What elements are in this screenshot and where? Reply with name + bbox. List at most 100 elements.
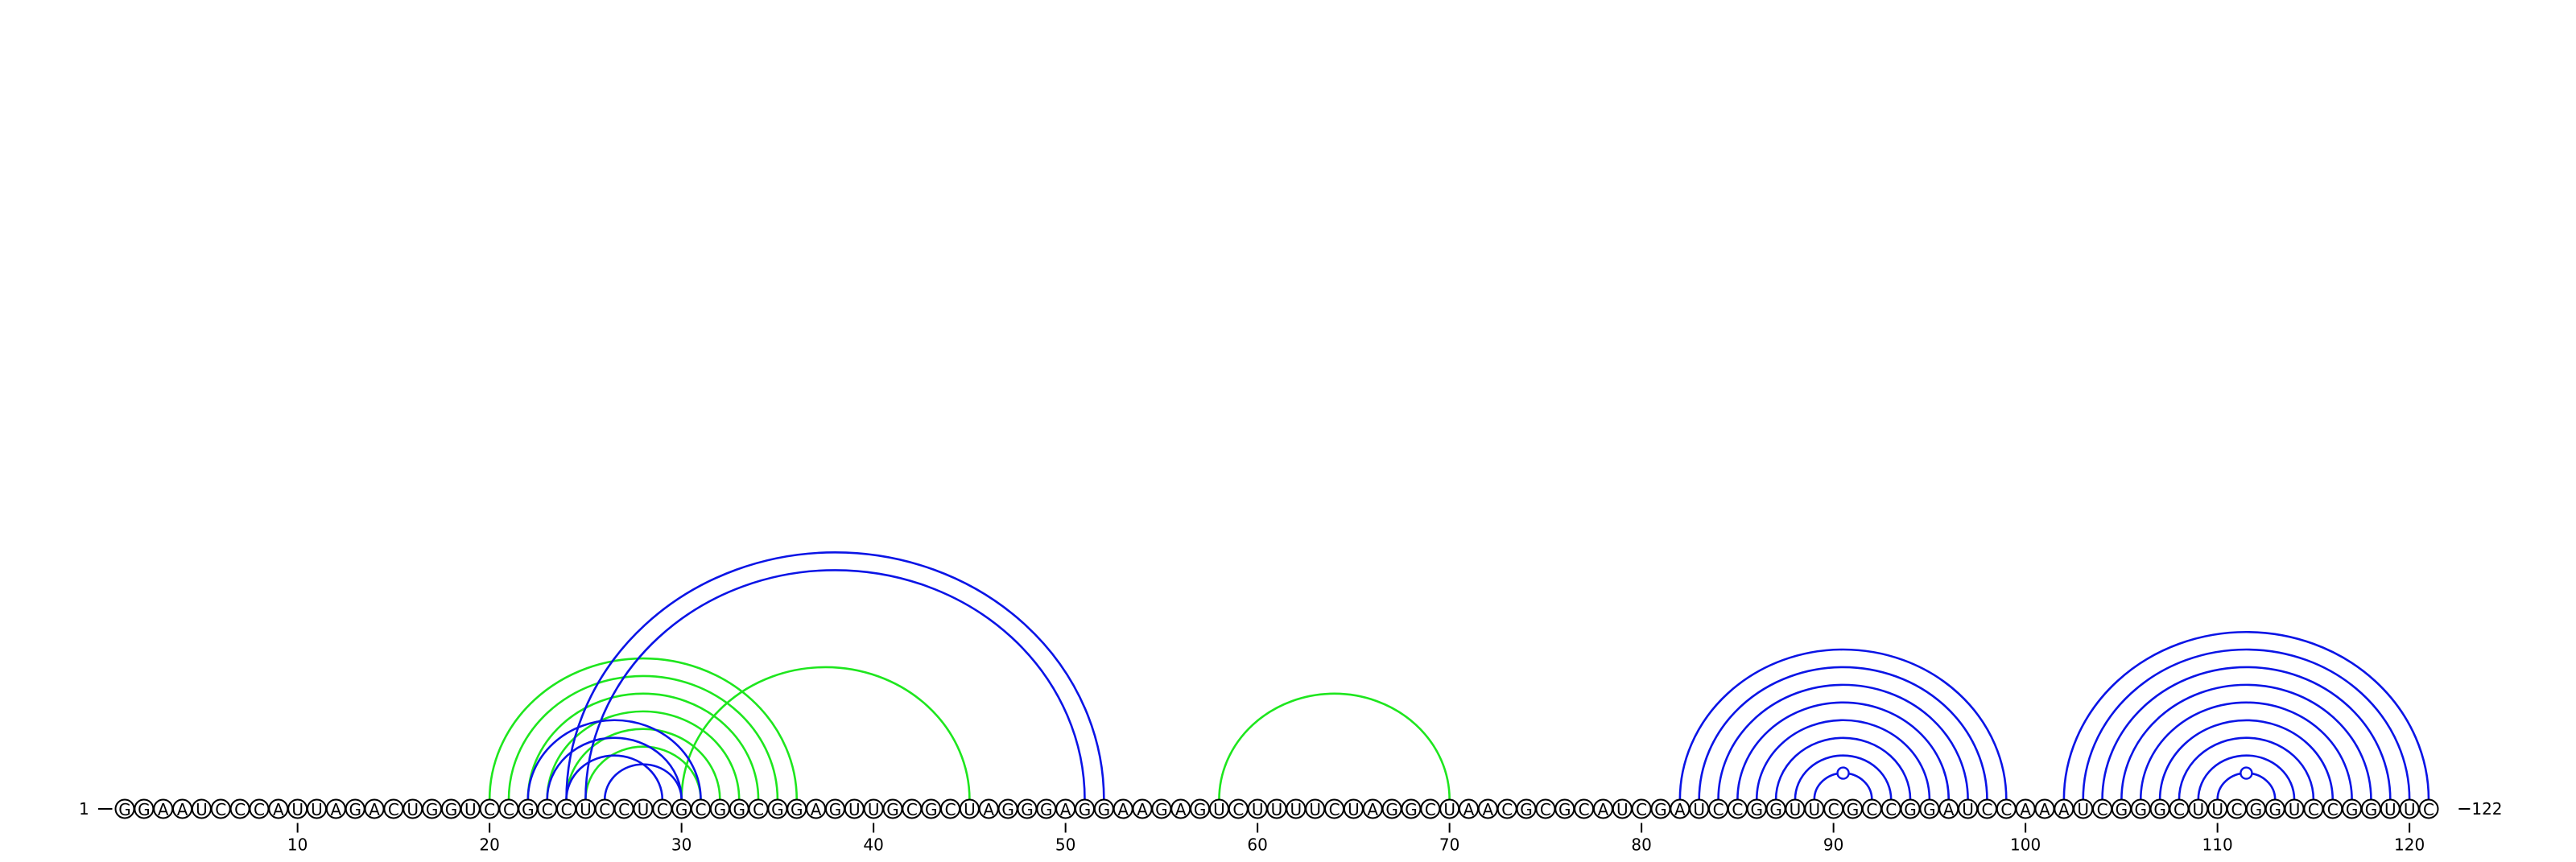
axis-tick-label: 20 <box>479 835 499 855</box>
nucleotide-letter: U <box>1790 800 1802 819</box>
nucleotide-letter: G <box>1021 800 1034 819</box>
nucleotide-letter: U <box>1616 800 1629 819</box>
nucleotide: G <box>2264 798 2285 819</box>
nucleotide: G <box>440 798 461 819</box>
nucleotide: A <box>1592 798 1613 819</box>
base-pair-arc <box>565 551 1105 800</box>
nucleotide-letter: C <box>1713 800 1724 819</box>
nucleotide: A <box>806 798 827 819</box>
base-pair-arc <box>2139 701 2353 800</box>
base-pair-arc <box>565 728 721 800</box>
nucleotide-letter: U <box>1290 800 1302 819</box>
nucleotide-letter: C <box>1501 800 1513 819</box>
nucleotide-letter: U <box>1808 800 1820 819</box>
nucleotide-letter: G <box>118 800 131 819</box>
position-axis: 10 20 30 40 50 60 70 80 90 100 110 120 <box>287 823 2425 855</box>
nucleotide: C <box>1324 798 1345 819</box>
nucleotide-letter: C <box>215 800 226 819</box>
base-pair-arc <box>1678 648 2008 800</box>
nucleotide: C <box>2227 798 2247 819</box>
nucleotide-letter: C <box>2174 800 2185 819</box>
nucleotide: C <box>537 798 558 819</box>
nucleotide: G <box>786 798 807 819</box>
nucleotide-letter: A <box>1463 800 1475 819</box>
nucleotide-letter: G <box>1769 800 1782 819</box>
axis-tick-label: 90 <box>1823 835 1843 855</box>
nucleotide-letter: G <box>791 800 803 819</box>
axis-tick-label: 60 <box>1247 835 1267 855</box>
nucleotide: C <box>249 798 270 819</box>
loop-marker <box>1836 766 1850 780</box>
nucleotide-letter: U <box>2289 800 2301 819</box>
nucleotide: C <box>1727 798 1748 819</box>
nucleotide: U <box>575 798 596 819</box>
nucleotide-letter: A <box>1674 800 1686 819</box>
sequence-end-label: 122 <box>2471 799 2502 819</box>
nucleotide-letter: G <box>445 800 458 819</box>
nucleotide: A <box>1938 798 1959 819</box>
axis-tick-label: 120 <box>2394 835 2425 855</box>
nucleotide-letter: G <box>1520 800 1533 819</box>
nucleotide: U <box>1305 798 1326 819</box>
nucleotide-letter: G <box>1904 800 1917 819</box>
nucleotide: U <box>191 798 212 819</box>
nucleotide-letter: G <box>522 800 535 819</box>
nucleotide-letter: C <box>2327 800 2339 819</box>
nucleotide: G <box>1036 798 1057 819</box>
nucleotide: C <box>1976 798 1997 819</box>
nucleotide-letter: U <box>868 800 880 819</box>
nucleotide-letter: U <box>1271 800 1283 819</box>
nucleotide: U <box>1208 798 1229 819</box>
nucleotide-letter: G <box>1001 800 1014 819</box>
nucleotide: G <box>1843 798 1863 819</box>
nucleotide-circle <box>2418 798 2439 819</box>
base-pair-arc <box>584 569 1086 800</box>
nucleotide: A <box>1670 798 1690 819</box>
nucleotide: A <box>172 798 193 819</box>
axis-tick-label: 40 <box>863 835 883 855</box>
nucleotide: C <box>2092 798 2113 819</box>
nucleotide-letter: G <box>1558 800 1571 819</box>
nucleotide: G <box>134 798 155 819</box>
loop-markers-layer <box>1836 766 2253 780</box>
nucleotide: A <box>1362 798 1383 819</box>
nucleotide: A <box>268 798 289 819</box>
nucleotide: C <box>229 798 250 819</box>
nucleotide-letter: A <box>177 800 188 819</box>
nucleotide: A <box>1459 798 1479 819</box>
nucleotide-letter: G <box>2250 800 2263 819</box>
nucleotide-letter: C <box>599 800 610 819</box>
nucleotide-letter: C <box>503 800 514 819</box>
nucleotide-letter: C <box>1636 800 1647 819</box>
nucleotide: C <box>902 798 923 819</box>
base-pair-arc <box>1755 719 1931 800</box>
nucleotide: U <box>844 798 865 819</box>
nucleotide-letter: U <box>407 800 419 819</box>
nucleotide-letter: A <box>2058 800 2070 819</box>
nucleotide-letter: U <box>1252 800 1264 819</box>
nucleotide-letter: C <box>254 800 265 819</box>
nucleotide: A <box>2034 798 2055 819</box>
nucleotide: G <box>921 798 942 819</box>
axis-tick-label: 50 <box>1055 835 1075 855</box>
base-pair-arc <box>507 674 779 800</box>
nucleotide-letter: U <box>1443 800 1455 819</box>
base-pair-arc <box>526 719 702 800</box>
nucleotide-letter: U <box>2404 800 2416 819</box>
nucleotide: A <box>2054 798 2074 819</box>
nucleotide: C <box>2418 798 2439 819</box>
nucleotide: C <box>2322 798 2343 819</box>
nucleotide-letter: G <box>1040 800 1053 819</box>
nucleotide: U <box>1958 798 1979 819</box>
nucleotide: G <box>1093 798 1114 819</box>
nucleotide: A <box>978 798 999 819</box>
nucleotide: A <box>1477 798 1498 819</box>
nucleotide: G <box>824 798 845 819</box>
nucleotide-letter: G <box>1098 800 1111 819</box>
nucleotide: A <box>364 798 385 819</box>
nucleotide-letter: A <box>369 800 380 819</box>
axis-tick-label: 110 <box>2202 835 2233 855</box>
nucleotide: G <box>2149 798 2170 819</box>
base-pair-arc <box>488 657 799 800</box>
